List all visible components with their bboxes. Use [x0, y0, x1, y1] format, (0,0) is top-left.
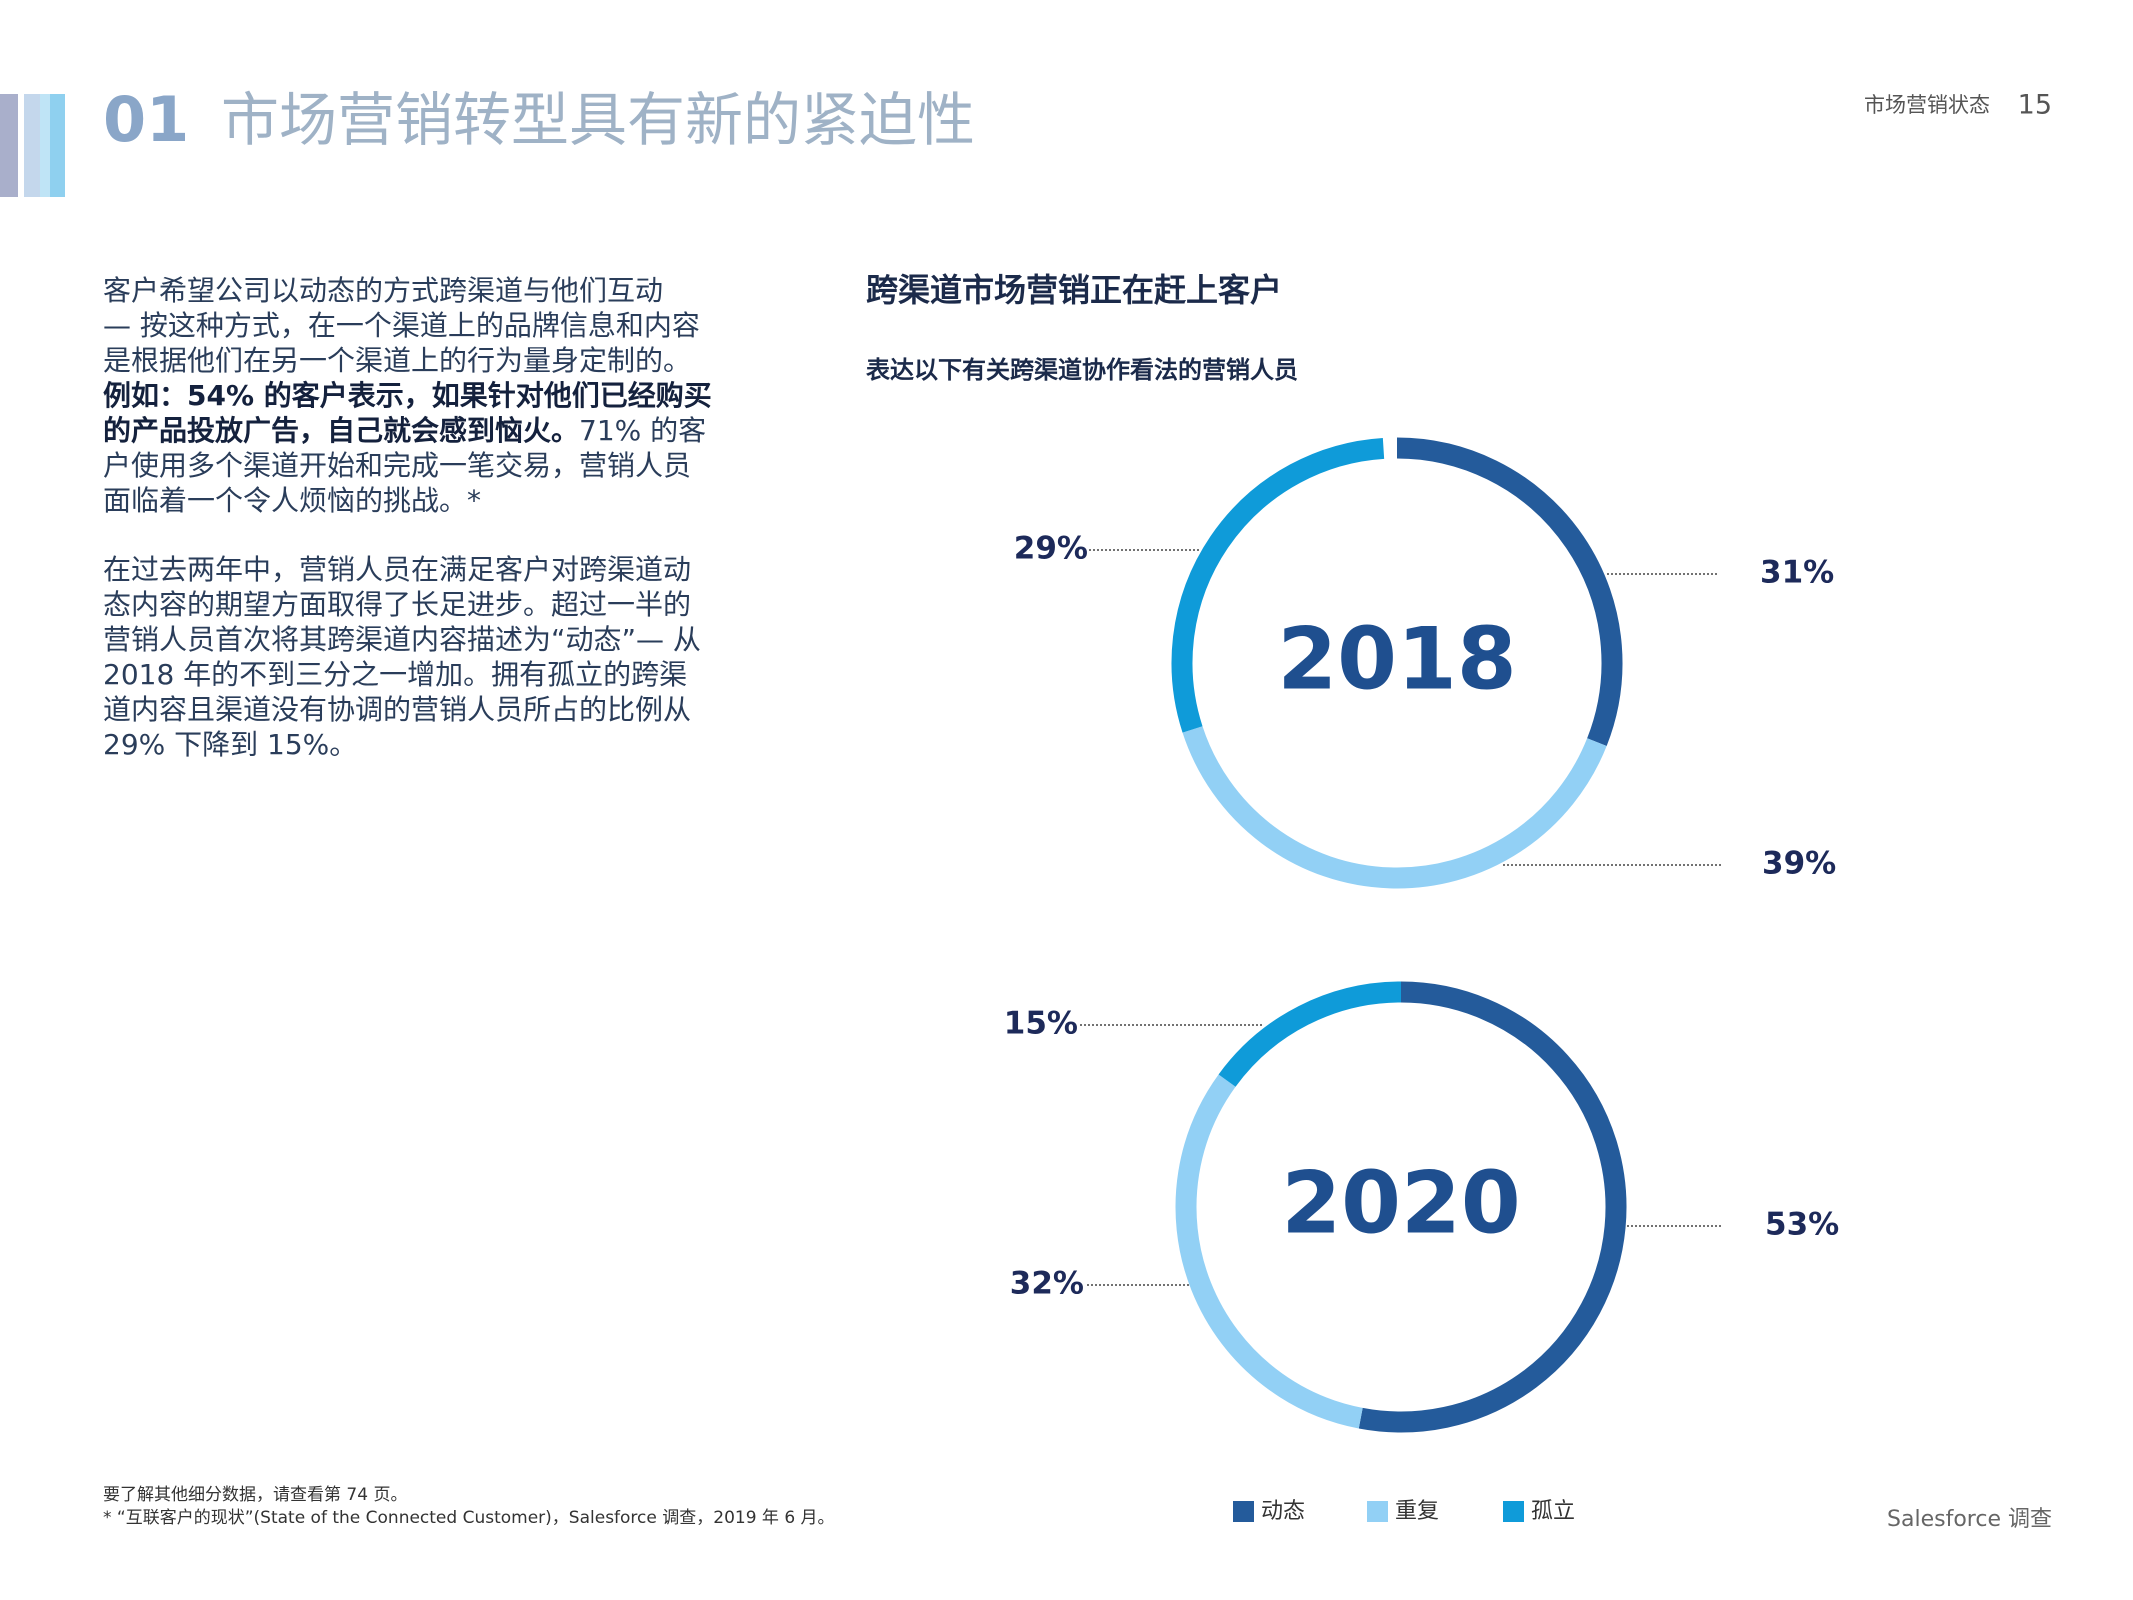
body-line: 的产品投放广告，自己就会感到恼火。71% 的客 [103, 414, 706, 447]
value-label: 53% [1765, 1207, 1839, 1243]
body-line: 营销人员首次将其跨渠道内容描述为“动态”— 从 [103, 623, 701, 656]
legend-label: 动态 [1261, 1499, 1305, 1524]
donut-segment [1175, 1074, 1363, 1429]
donut-segment [1396, 437, 1623, 747]
figure-title: 跨渠道市场营销正在赶上客户 [866, 271, 1282, 309]
body-line: — 按这种方式，在一个渠道上的品牌信息和内容 [103, 309, 700, 342]
donut-segment [1218, 981, 1402, 1087]
text-span: 客户希望公司以动态的方式跨渠道与他们互动 [103, 274, 663, 307]
value-label: 29% [1014, 531, 1088, 567]
section-name: 市场营销状态 [1864, 93, 1990, 117]
body-line: 道内容且渠道没有协调的营销人员所占的比例从 [103, 693, 691, 726]
body-line: 2018 年的不到三分之一增加。拥有孤立的跨渠 [103, 658, 687, 691]
donut-segment [1182, 726, 1607, 889]
section-number: 01 [103, 83, 189, 156]
body-line: 例如：54% 的客户表示，如果针对他们已经购买 [103, 379, 712, 412]
legend-label: 重复 [1395, 1499, 1439, 1524]
body-line: 是根据他们在另一个渠道上的行为量身定制的。 [103, 344, 691, 377]
legend-swatch [1367, 1501, 1388, 1522]
text-span: 户使用多个渠道开始和完成一笔交易，营销人员 [103, 449, 691, 482]
text-span: 71% 的客 [579, 414, 706, 447]
figure-subtitle: 表达以下有关跨渠道协作看法的营销人员 [866, 356, 1298, 384]
stripe [24, 94, 40, 197]
page-number: 15 [2018, 90, 2052, 121]
text-span: 29% 下降到 15%。 [103, 728, 357, 761]
text-span: 态内容的期望方面取得了长足进步。超过一半的 [103, 588, 691, 621]
body-line: 在过去两年中，营销人员在满足客户对跨渠道动 [103, 553, 691, 586]
legend-swatch [1233, 1501, 1254, 1522]
text-span: 的产品投放广告，自己就会感到恼火。 [103, 414, 579, 447]
value-label: 15% [1004, 1006, 1078, 1042]
value-label: 31% [1760, 555, 1834, 591]
text-span: 2018 年的不到三分之一增加。拥有孤立的跨渠 [103, 658, 687, 691]
source: Salesforce 调查 [1887, 1507, 2052, 1532]
body-line: 面临着一个令人烦恼的挑战。* [103, 484, 481, 517]
footnote: 要了解其他细分数据，请查看第 74 页。 [103, 1485, 407, 1505]
text-span: 营销人员首次将其跨渠道内容描述为“动态”— 从 [103, 623, 701, 656]
value-label: 32% [1010, 1266, 1084, 1302]
text-span: 是根据他们在另一个渠道上的行为量身定制的。 [103, 344, 691, 377]
body-line: 态内容的期望方面取得了长足进步。超过一半的 [103, 588, 691, 621]
body-line: 户使用多个渠道开始和完成一笔交易，营销人员 [103, 449, 691, 482]
text-span: 面临着一个令人烦恼的挑战。* [103, 484, 481, 517]
text-span: 例如：54% 的客户表示，如果针对他们已经购买 [103, 379, 712, 412]
text-span: — 按这种方式，在一个渠道上的品牌信息和内容 [103, 309, 700, 342]
legend-label: 孤立 [1531, 1499, 1575, 1524]
donut-segment [1171, 437, 1385, 733]
stripe [0, 94, 18, 197]
center-label: 2018 [1277, 609, 1516, 709]
text-span: 道内容且渠道没有协调的营销人员所占的比例从 [103, 693, 691, 726]
stripe [50, 94, 65, 197]
body-line: 29% 下降到 15%。 [103, 728, 357, 761]
footnote: * “互联客户的现状”(State of the Connected Custo… [103, 1508, 835, 1528]
body-line: 客户希望公司以动态的方式跨渠道与他们互动 [103, 274, 663, 307]
text-span: 在过去两年中，营销人员在满足客户对跨渠道动 [103, 553, 691, 586]
value-label: 39% [1762, 846, 1836, 882]
page-title: 市场营销转型具有新的紧迫性 [221, 86, 975, 154]
legend-swatch [1503, 1501, 1524, 1522]
center-label: 2020 [1281, 1153, 1520, 1253]
stripe [40, 94, 50, 197]
donut-segment [1358, 981, 1627, 1433]
